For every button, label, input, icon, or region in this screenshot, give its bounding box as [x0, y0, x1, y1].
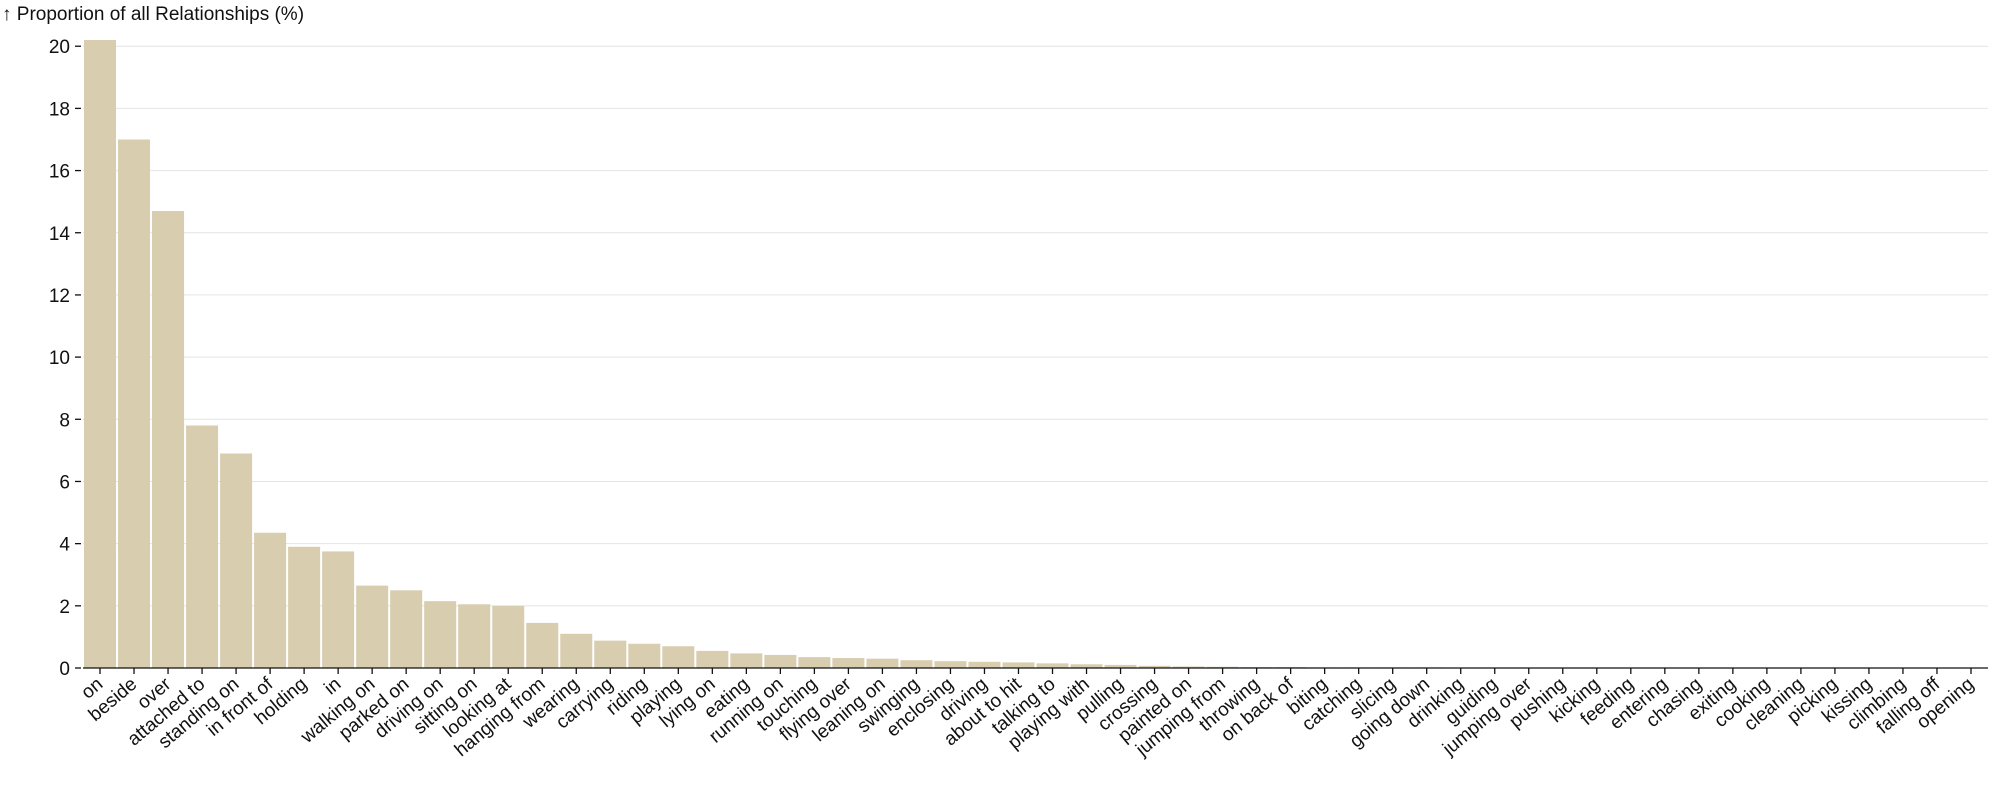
bar [526, 623, 558, 668]
bar [492, 606, 524, 668]
bar [118, 139, 150, 668]
bar [1037, 663, 1069, 668]
bar [900, 660, 932, 668]
bar [424, 601, 456, 668]
bar [152, 211, 184, 668]
y-tick-label: 0 [59, 659, 70, 680]
y-tick-label: 16 [49, 162, 70, 183]
bar [662, 646, 694, 668]
bar [220, 453, 252, 668]
bar [254, 533, 286, 668]
bar [322, 551, 354, 668]
bar [968, 662, 1000, 668]
bar [186, 426, 218, 668]
bar [594, 641, 626, 668]
bar [288, 547, 320, 668]
bar [628, 644, 660, 668]
bar [356, 586, 388, 668]
y-tick-label: 4 [59, 535, 70, 556]
bar [1002, 662, 1034, 668]
bar [798, 657, 830, 668]
bar [764, 655, 796, 668]
y-tick-label: 6 [59, 472, 70, 493]
bar [458, 604, 490, 668]
y-axis-label: ↑ Proportion of all Relationships (%) [2, 4, 304, 25]
bar [866, 659, 898, 668]
bar [730, 653, 762, 668]
y-tick-label: 18 [49, 99, 70, 120]
bar [696, 651, 728, 668]
y-tick-label: 10 [49, 348, 70, 369]
y-tick-label: 2 [59, 597, 70, 618]
bar [390, 590, 422, 668]
bar [560, 634, 592, 668]
y-tick-label: 8 [59, 410, 70, 431]
bar [934, 661, 966, 668]
y-tick-label: 14 [49, 224, 71, 245]
bar [84, 40, 116, 668]
bar [832, 658, 864, 668]
y-tick-label: 12 [49, 286, 70, 307]
y-tick-label: 20 [49, 37, 70, 58]
